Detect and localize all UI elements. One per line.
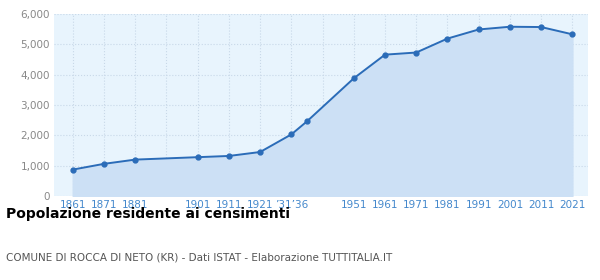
Text: COMUNE DI ROCCA DI NETO (KR) - Dati ISTAT - Elaborazione TUTTITALIA.IT: COMUNE DI ROCCA DI NETO (KR) - Dati ISTA… xyxy=(6,252,392,262)
Text: Popolazione residente ai censimenti: Popolazione residente ai censimenti xyxy=(6,207,290,221)
